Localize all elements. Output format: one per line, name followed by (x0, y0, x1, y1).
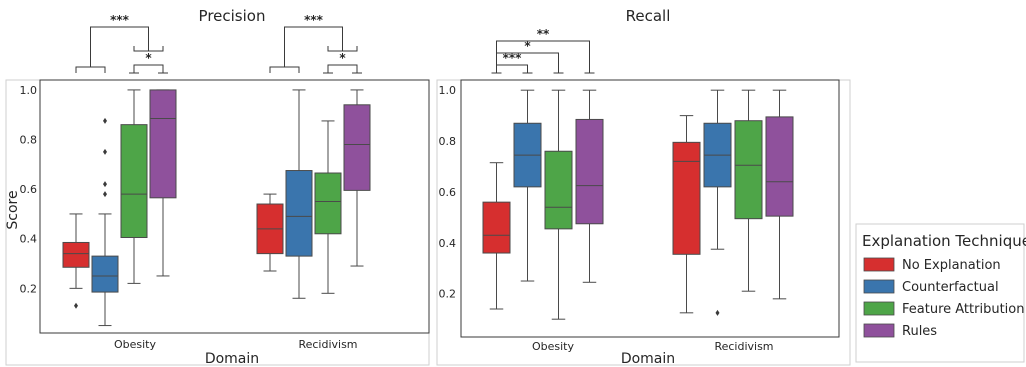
precision-title: Precision (199, 7, 266, 25)
sig-bracket-3 (327, 64, 358, 73)
precision-obesity-counterfactual-outlier-0 (103, 191, 107, 198)
precision-xtick-recidivism: Recidivism (298, 338, 357, 351)
recall-title: Recall (626, 7, 671, 25)
recall-obesity-rules-box (575, 118, 604, 225)
sig-label-1: * (145, 51, 152, 65)
legend-swatch-feature-attribution (863, 301, 895, 316)
recall-ytick-1: 1.0 (439, 84, 457, 97)
precision-panel: Precision ******** 0.20.40.60.81.0 Obesi… (5, 7, 430, 367)
recall-recidivism-feature-attribution-box (734, 120, 763, 220)
sig-bracket-0 (496, 64, 528, 73)
sig-bracket-1 (133, 64, 164, 73)
recall-xtick-recidivism: Recidivism (714, 340, 773, 353)
recall-ytick-0-6: 0.6 (439, 186, 457, 199)
precision-recidivism-rules-box (343, 104, 371, 191)
sig-label-3: * (339, 51, 346, 65)
recall-y-ticks: 0.2 0.4 0.6 0.8 1.0 (439, 84, 457, 301)
legend-label-counterfactual: Counterfactual (902, 280, 999, 295)
sig-label-2: ** (537, 27, 550, 41)
precision-xlabel: Domain (205, 351, 259, 367)
precision-obesity-feature-attribution-box (120, 124, 148, 239)
precision-ytick-0-6: 0.6 (20, 183, 38, 196)
legend-items: No Explanation Counterfactual Feature Attr… (863, 257, 1024, 339)
precision-y-ticks: 0.2 0.4 0.6 0.8 1.0 (20, 84, 38, 295)
sig-bracket-2 (496, 40, 590, 73)
recall-recidivism-rules-box (765, 116, 794, 217)
precision-obesity-rules-box (149, 89, 177, 199)
recall-xtick-obesity: Obesity (532, 340, 575, 353)
sig-group-0-left (75, 66, 106, 73)
precision-plot-area (39, 79, 430, 334)
legend-swatch-no-explanation (863, 257, 895, 272)
precision-boxes (62, 89, 371, 327)
precision-obesity-counterfactual-outlier-3 (103, 117, 107, 124)
precision-obesity-counterfactual-outlier-2 (103, 148, 107, 155)
legend-label-no-explanation: No Explanation (902, 258, 1001, 273)
recall-xlabel: Domain (621, 351, 675, 367)
legend-label-rules: Rules (902, 324, 937, 339)
recall-recidivism-counterfactual-outlier-0 (715, 309, 720, 316)
legend-label-feature-attribution: Feature Attribution (902, 302, 1024, 317)
precision-ytick-1: 1.0 (20, 84, 38, 97)
precision-recidivism-feature-attribution-box (314, 172, 342, 235)
precision-obesity-no-explanation-box (62, 241, 90, 268)
precision-ytick-0-2: 0.2 (20, 282, 38, 295)
recall-ytick-0-4: 0.4 (439, 237, 457, 250)
sig-label-0: *** (110, 13, 130, 27)
precision-xtick-obesity: Obesity (114, 338, 157, 351)
sig-label-0: *** (503, 51, 523, 65)
precision-ylabel: Score (5, 190, 21, 229)
legend-swatch-rules (863, 323, 895, 338)
recall-obesity-feature-attribution-box (544, 150, 573, 230)
precision-ytick-0-4: 0.4 (20, 233, 38, 246)
sig-group-2-left (269, 66, 300, 73)
sig-label-2: *** (304, 13, 324, 27)
recall-plot-area (460, 79, 840, 338)
precision-obesity-no-explanation-outlier-0 (74, 302, 78, 309)
precision-significance: ******** (75, 13, 362, 74)
legend-swatch-counterfactual (863, 279, 895, 294)
precision-recidivism-counterfactual-box (285, 170, 313, 257)
legend: Explanation Technique No Explanation Coun… (855, 223, 1026, 363)
recall-panel: Recall ****** 0.20.40.60.81.0 Obesity Re… (436, 7, 851, 367)
recall-recidivism-no-explanation-box (672, 141, 701, 255)
recall-ytick-0-2: 0.2 (439, 288, 457, 301)
legend-title: Explanation Technique (862, 232, 1026, 250)
precision-obesity-counterfactual-outlier-1 (103, 181, 107, 188)
precision-ytick-0-8: 0.8 (20, 134, 38, 147)
sig-bracket-2 (284, 26, 343, 67)
sig-label-1: * (524, 39, 531, 53)
recall-obesity-no-explanation-box (482, 201, 511, 254)
sig-bracket-0 (90, 26, 149, 67)
recall-boxes (482, 89, 794, 320)
recall-ytick-0-8: 0.8 (439, 135, 457, 148)
precision-obesity-counterfactual-box (91, 255, 119, 293)
recall-significance: ****** (491, 27, 595, 74)
